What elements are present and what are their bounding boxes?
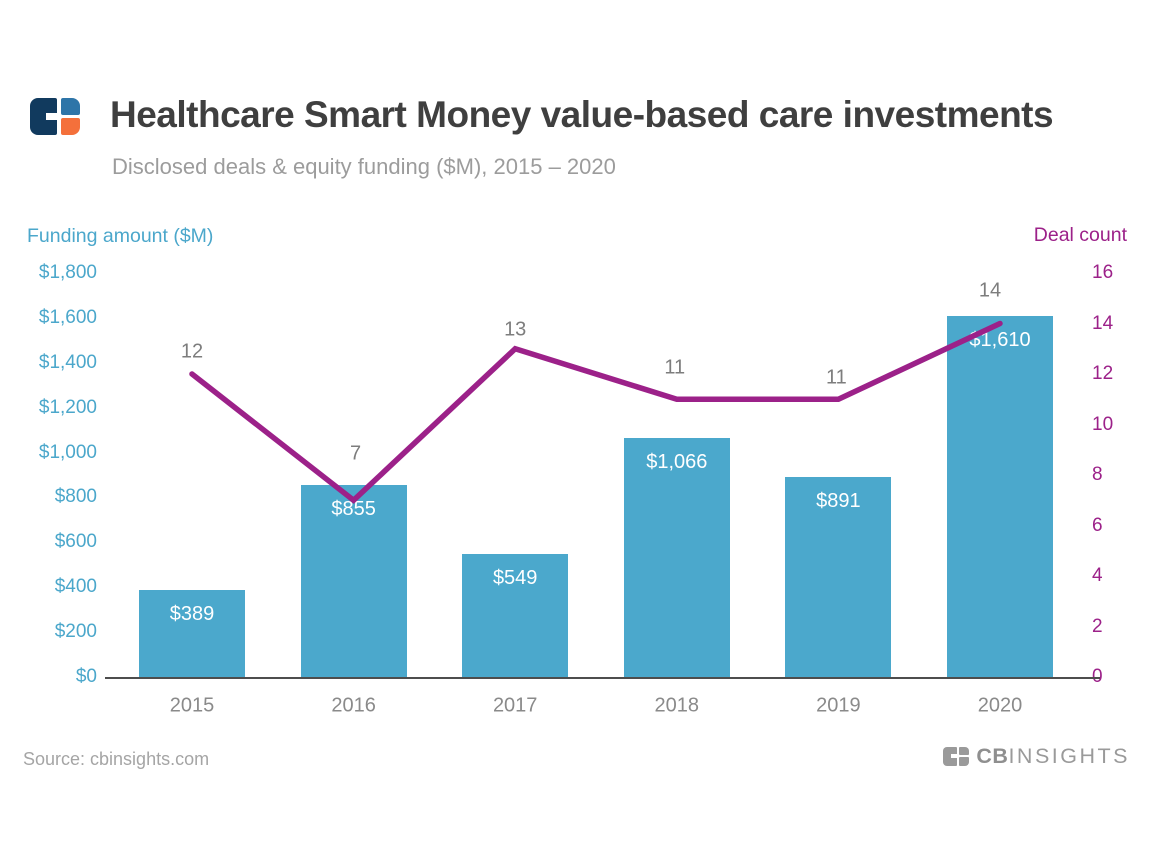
- deal-count-label: 12: [180, 340, 204, 363]
- x-axis-label-2018: 2018: [654, 694, 700, 717]
- deal-count-label: 7: [350, 442, 362, 465]
- left-axis-tick: $200: [54, 621, 97, 643]
- left-axis-tick: $1,400: [38, 351, 97, 373]
- x-axis-label-2017: 2017: [492, 694, 538, 717]
- left-axis-tick: $1,000: [38, 441, 97, 463]
- page-subtitle: Disclosed deals & equity funding ($M), 2…: [112, 154, 616, 179]
- right-axis-tick: 4: [1092, 565, 1103, 586]
- bar-2016: [300, 485, 407, 677]
- right-axis-tick: 12: [1092, 363, 1114, 384]
- deal-count-label: 11: [664, 356, 686, 379]
- bar-2019: [785, 477, 892, 677]
- left-axis-tick: $1,200: [38, 396, 97, 418]
- right-axis-tick: 16: [1092, 262, 1114, 283]
- x-axis-label-2015: 2015: [169, 694, 215, 717]
- left-axis-title: Funding amount ($M): [27, 225, 214, 247]
- bar-2015: [139, 589, 245, 677]
- x-axis-line: [105, 677, 1100, 679]
- deal-count-label: 11: [826, 366, 847, 389]
- left-axis-tick: $400: [54, 576, 97, 598]
- bar-value-label: $1,066: [646, 450, 708, 473]
- bar-2020: [947, 315, 1053, 677]
- bar-2017: [462, 553, 569, 677]
- cbinsights-footer-logo-icon: [943, 746, 970, 766]
- footer-brand-insights: INSIGHTS: [1008, 743, 1130, 768]
- bar-value-label: $891: [816, 490, 861, 513]
- page-title: Healthcare Smart Money value-based care …: [110, 94, 1054, 135]
- left-axis-tick: $1,800: [38, 262, 97, 283]
- right-axis-title: Deal count: [1033, 224, 1127, 246]
- right-axis-tick: 2: [1092, 615, 1103, 637]
- right-axis-tick: 14: [1092, 312, 1114, 334]
- bar-value-label: $549: [492, 566, 538, 589]
- footer-brand: CBINSIGHTS: [943, 744, 1130, 768]
- x-axis-label-2020: 2020: [977, 694, 1023, 717]
- left-axis-tick: $0: [75, 666, 97, 687]
- left-axis-tick: $600: [54, 531, 97, 553]
- bar-value-label: $855: [331, 498, 376, 521]
- source-note: Source: cbinsights.com: [23, 749, 210, 769]
- footer-brand-text: CBINSIGHTS: [976, 744, 1130, 769]
- left-axis-tick: $1,600: [38, 306, 97, 328]
- bar-value-label: $389: [169, 602, 215, 625]
- x-axis-label-2016: 2016: [331, 694, 376, 717]
- cbinsights-logo-icon: [30, 98, 80, 135]
- right-axis-tick: 10: [1092, 413, 1114, 435]
- left-axis-tick: $800: [54, 486, 97, 508]
- x-axis-label-2019: 2019: [816, 694, 861, 717]
- footer-brand-cb: CB: [976, 743, 1009, 768]
- right-axis-tick: 8: [1092, 464, 1103, 485]
- right-axis-tick: 0: [1092, 666, 1103, 688]
- bar-value-label: $1,610: [969, 328, 1031, 351]
- deal-count-label: 13: [504, 318, 527, 341]
- right-axis-tick: 6: [1092, 514, 1103, 536]
- deal-count-label: 14: [978, 279, 1002, 301]
